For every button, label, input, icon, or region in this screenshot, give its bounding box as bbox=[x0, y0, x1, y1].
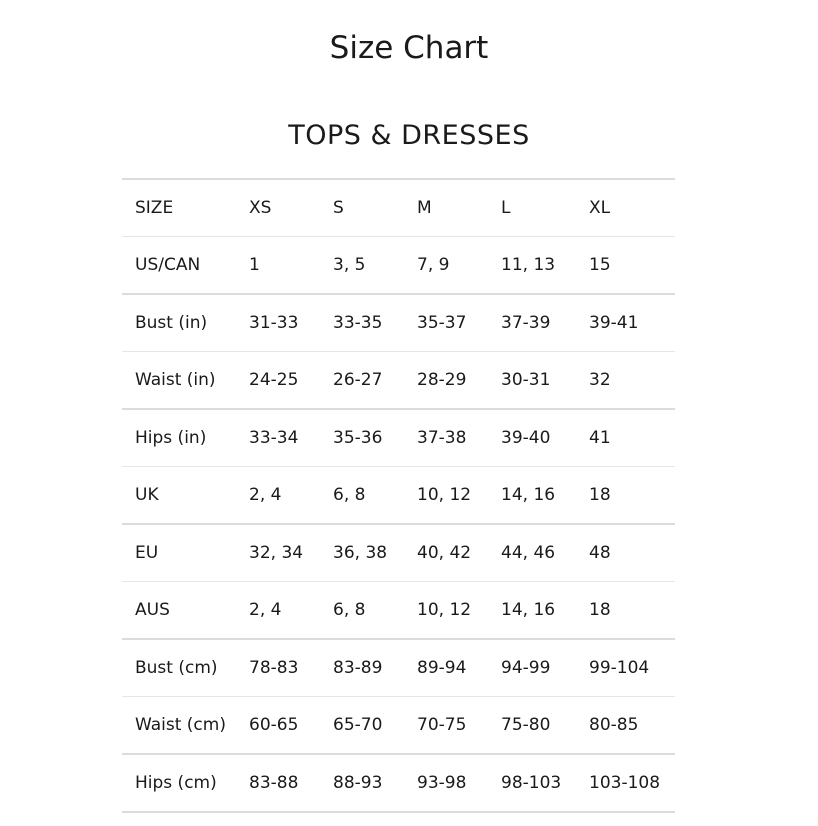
table-row: UK 2, 4 6, 8 10, 12 14, 16 18 bbox=[122, 466, 675, 525]
page-title: Size Chart bbox=[329, 30, 489, 66]
table-cell: 83-88 bbox=[249, 772, 299, 793]
table-cell: 18 bbox=[589, 485, 611, 505]
table-cell: 83-89 bbox=[333, 658, 383, 678]
table-cell: 35-37 bbox=[417, 313, 467, 333]
table-cell: 10, 12 bbox=[417, 600, 472, 620]
header-row: SIZE XS S M L XL bbox=[122, 179, 675, 237]
table-cell: 36, 38 bbox=[333, 543, 388, 563]
table-row: Hips (in) 33-34 35-36 37-38 39-40 41 bbox=[122, 409, 675, 467]
table-cell: 14, 16 bbox=[501, 600, 556, 620]
size-chart-table: SIZE XS S M L XL US/CAN 1 3, 5 7, 9 11, 13 15 Bust (… bbox=[122, 178, 675, 813]
table-cell: XL bbox=[589, 198, 611, 218]
table-cell: 18 bbox=[589, 600, 611, 620]
table-cell: 10, 12 bbox=[417, 485, 472, 505]
table-cell: 14, 16 bbox=[501, 485, 556, 505]
table-cell: 75-80 bbox=[501, 715, 551, 735]
table-cell: S bbox=[333, 198, 344, 218]
table-cell: 103-108 bbox=[589, 772, 661, 793]
table-cell: 99-104 bbox=[589, 658, 650, 678]
table-cell: 94-99 bbox=[501, 658, 551, 678]
table-row: Hips (cm) 83-88 88-93 93-98 98-103 103-108 bbox=[122, 754, 675, 812]
table-cell: 7, 9 bbox=[417, 255, 450, 275]
table-cell: 32 bbox=[589, 370, 611, 390]
table-row: US/CAN 1 3, 5 7, 9 11, 13 15 bbox=[122, 236, 675, 295]
row-label: US/CAN bbox=[135, 255, 201, 275]
table-row: AUS 2, 4 6, 8 10, 12 14, 16 18 bbox=[122, 581, 675, 640]
table-row: EU 32, 34 36, 38 40, 42 44, 46 48 bbox=[122, 524, 675, 582]
row-label: AUS bbox=[135, 600, 170, 620]
section-title: TOPS & DRESSES bbox=[288, 120, 530, 151]
table-cell: 6, 8 bbox=[333, 485, 366, 505]
table-cell: 93-98 bbox=[417, 772, 467, 793]
table-cell: 40, 42 bbox=[417, 543, 472, 563]
table-cell: 70-75 bbox=[417, 715, 467, 735]
row-label: EU bbox=[135, 543, 159, 563]
table-cell: 33-34 bbox=[249, 428, 299, 448]
table-cell: 30-31 bbox=[501, 370, 551, 390]
table-row: Bust (in) 31-33 33-35 35-37 37-39 39-41 bbox=[122, 294, 675, 352]
row-label: Hips (in) bbox=[135, 428, 207, 448]
table-cell: 65-70 bbox=[333, 715, 383, 735]
table-cell: 88-93 bbox=[333, 772, 383, 793]
table-cell: L bbox=[501, 198, 511, 218]
table-cell: 37-39 bbox=[501, 313, 551, 333]
table-cell: 60-65 bbox=[249, 715, 299, 735]
table-cell: M bbox=[417, 198, 432, 218]
table-cell: 48 bbox=[589, 543, 611, 563]
table-row: Waist (in) 24-25 26-27 28-29 30-31 32 bbox=[122, 351, 675, 410]
table-cell: 78-83 bbox=[249, 658, 299, 678]
table-cell: 2, 4 bbox=[249, 485, 282, 505]
table-cell: 2, 4 bbox=[249, 600, 282, 620]
table-cell: 26-27 bbox=[333, 370, 383, 390]
table-cell: 3, 5 bbox=[333, 255, 366, 275]
table-cell: 39-41 bbox=[589, 313, 639, 333]
table-cell: 44, 46 bbox=[501, 543, 556, 563]
table-cell: 35-36 bbox=[333, 428, 383, 448]
row-label: Waist (cm) bbox=[135, 715, 226, 735]
table-row: Bust (cm) 78-83 83-89 89-94 94-99 99-104 bbox=[122, 639, 675, 697]
row-label: Hips (cm) bbox=[135, 772, 217, 793]
table-cell: 28-29 bbox=[417, 370, 467, 390]
table-cell: 1 bbox=[249, 255, 260, 275]
row-label: Waist (in) bbox=[135, 370, 216, 390]
table-cell: 6, 8 bbox=[333, 600, 366, 620]
table-cell: 24-25 bbox=[249, 370, 299, 390]
table-cell: 11, 13 bbox=[501, 255, 556, 275]
table-cell: XS bbox=[249, 198, 272, 218]
row-label: Bust (cm) bbox=[135, 658, 218, 678]
row-label: UK bbox=[135, 485, 159, 505]
table-cell: 33-35 bbox=[333, 313, 383, 333]
table-cell: 39-40 bbox=[501, 428, 551, 448]
table-cell: 37-38 bbox=[417, 428, 467, 448]
table-cell: 80-85 bbox=[589, 715, 639, 735]
table-cell: 15 bbox=[589, 255, 611, 275]
table-cell: 31-33 bbox=[249, 313, 299, 333]
table-row: Waist (cm) 60-65 65-70 70-75 75-80 80-85 bbox=[122, 696, 675, 755]
table-cell: 32, 34 bbox=[249, 543, 304, 563]
table-cell: 41 bbox=[589, 428, 611, 448]
row-label: SIZE bbox=[135, 198, 174, 218]
table-cell: 98-103 bbox=[501, 772, 562, 793]
table-cell: 89-94 bbox=[417, 658, 467, 678]
row-label: Bust (in) bbox=[135, 313, 208, 333]
